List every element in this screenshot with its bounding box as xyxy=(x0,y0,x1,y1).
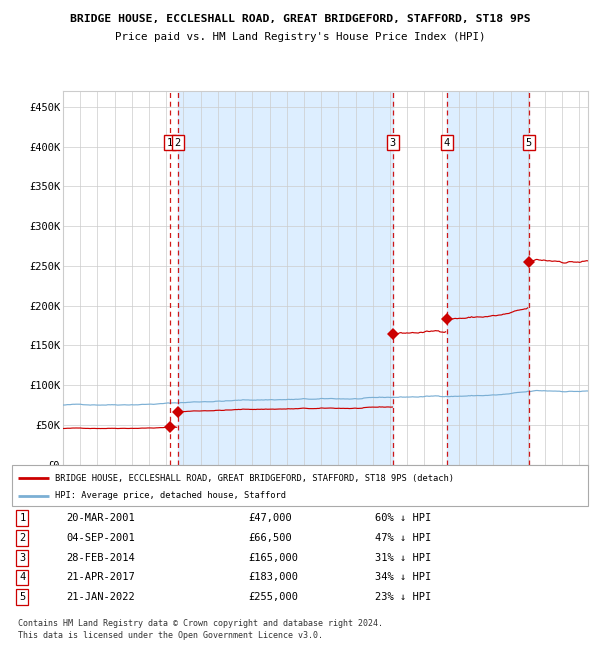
Text: 60% ↓ HPI: 60% ↓ HPI xyxy=(375,513,431,523)
Text: Contains HM Land Registry data © Crown copyright and database right 2024.: Contains HM Land Registry data © Crown c… xyxy=(18,619,383,628)
Text: 04-SEP-2001: 04-SEP-2001 xyxy=(67,533,136,543)
Text: £183,000: £183,000 xyxy=(248,573,298,582)
Text: HPI: Average price, detached house, Stafford: HPI: Average price, detached house, Staf… xyxy=(55,491,286,500)
Bar xyxy=(178,91,393,465)
Text: £47,000: £47,000 xyxy=(248,513,292,523)
Text: £165,000: £165,000 xyxy=(248,552,298,563)
Text: 4: 4 xyxy=(444,138,450,148)
Text: 2: 2 xyxy=(19,533,25,543)
Text: 23% ↓ HPI: 23% ↓ HPI xyxy=(375,592,431,603)
Text: 3: 3 xyxy=(389,138,396,148)
Text: 34% ↓ HPI: 34% ↓ HPI xyxy=(375,573,431,582)
Text: BRIDGE HOUSE, ECCLESHALL ROAD, GREAT BRIDGEFORD, STAFFORD, ST18 9PS (detach): BRIDGE HOUSE, ECCLESHALL ROAD, GREAT BRI… xyxy=(55,474,454,483)
FancyBboxPatch shape xyxy=(12,465,588,506)
Text: 1: 1 xyxy=(19,513,25,523)
Text: 47% ↓ HPI: 47% ↓ HPI xyxy=(375,533,431,543)
Text: 28-FEB-2014: 28-FEB-2014 xyxy=(67,552,136,563)
Text: 3: 3 xyxy=(19,552,25,563)
Text: £66,500: £66,500 xyxy=(248,533,292,543)
Text: 4: 4 xyxy=(19,573,25,582)
Text: This data is licensed under the Open Government Licence v3.0.: This data is licensed under the Open Gov… xyxy=(18,630,323,640)
Text: 1: 1 xyxy=(167,138,173,148)
Text: 2: 2 xyxy=(175,138,181,148)
Text: 20-MAR-2001: 20-MAR-2001 xyxy=(67,513,136,523)
Text: Price paid vs. HM Land Registry's House Price Index (HPI): Price paid vs. HM Land Registry's House … xyxy=(115,32,485,42)
Text: BRIDGE HOUSE, ECCLESHALL ROAD, GREAT BRIDGEFORD, STAFFORD, ST18 9PS: BRIDGE HOUSE, ECCLESHALL ROAD, GREAT BRI… xyxy=(70,14,530,24)
Text: 21-JAN-2022: 21-JAN-2022 xyxy=(67,592,136,603)
Text: 31% ↓ HPI: 31% ↓ HPI xyxy=(375,552,431,563)
Text: 5: 5 xyxy=(19,592,25,603)
Text: £255,000: £255,000 xyxy=(248,592,298,603)
Bar xyxy=(447,91,529,465)
Text: 5: 5 xyxy=(526,138,532,148)
Text: 21-APR-2017: 21-APR-2017 xyxy=(67,573,136,582)
